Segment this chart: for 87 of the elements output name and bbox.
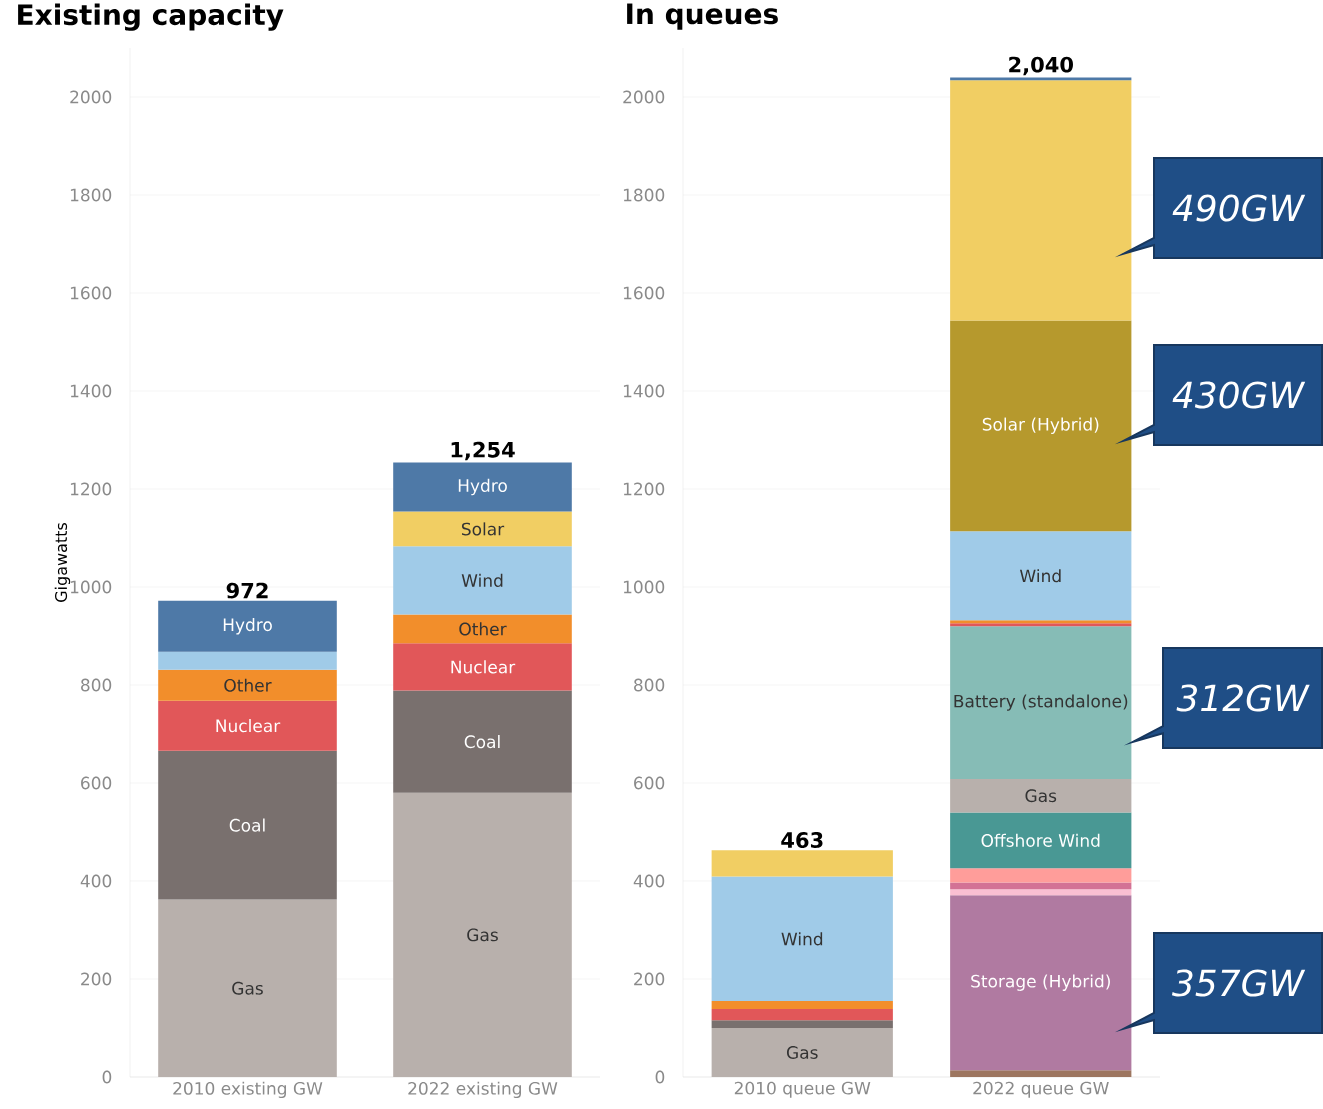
bar [950, 868, 1132, 883]
text: Hydro [223, 617, 272, 635]
bar [950, 812, 1132, 869]
bar [950, 1070, 1132, 1077]
series-label: Coal [464, 735, 500, 749]
series-label: Battery (standalone) [954, 694, 1128, 711]
bar [950, 779, 1132, 813]
text: Gas [232, 981, 263, 995]
y-tick-label: 1600 [623, 286, 665, 300]
series-label: Wind [461, 573, 503, 587]
series-label: Solar (Hybrid) [982, 417, 1099, 435]
bar [950, 80, 1132, 321]
text: Nuclear [216, 719, 281, 733]
series-label: Offshore Wind [981, 833, 1100, 847]
text: Coal [229, 818, 265, 832]
x-tick-label: 2022 queue GW [973, 1081, 1109, 1098]
y-tick-label: 800 [81, 678, 112, 692]
bar [711, 1008, 893, 1021]
y-tick-label: 0 [655, 1070, 665, 1084]
bar [950, 320, 1132, 532]
x-tick-label: 2022 existing GW [408, 1081, 558, 1099]
y-tick-label: 800 [634, 678, 665, 692]
bar [393, 643, 572, 691]
chart-title: Existing capacity [18, 3, 284, 31]
bar [393, 546, 572, 615]
y-tick-label: 1400 [70, 384, 112, 398]
x-tick-label: 2010 queue GW [734, 1081, 871, 1098]
x-tick-label: 2010 existing GW [173, 1081, 323, 1099]
text: 312GW [1176, 684, 1310, 712]
bar [393, 792, 572, 1077]
text: 357GW [1171, 969, 1306, 997]
bar [950, 77, 1132, 81]
bar [393, 462, 572, 512]
y-tick-label: 200 [81, 972, 112, 986]
text: 490GW [1172, 194, 1306, 222]
series-label: Solar [461, 522, 505, 536]
bar [711, 1020, 893, 1028]
y-tick-label: 400 [80, 874, 112, 888]
series-label: Wind [1019, 569, 1061, 583]
text: Other [224, 678, 272, 692]
y-tick-label: 1800 [623, 188, 665, 202]
text: 430GW [1172, 381, 1306, 409]
y-tick-label: 2000 [70, 90, 112, 104]
total-label: 463 [781, 832, 823, 848]
series-label: Nuclear [451, 660, 516, 674]
bar [950, 882, 1132, 890]
bar [158, 899, 337, 1077]
bar [158, 669, 337, 701]
bar [393, 690, 572, 793]
series-label: Gas [1025, 789, 1057, 803]
series-label: Hydro [458, 478, 507, 496]
bar [950, 531, 1132, 621]
bar [158, 600, 337, 652]
bar [711, 1028, 893, 1077]
y-tick-label: 1200 [70, 482, 112, 496]
bar [393, 511, 572, 547]
y-tick-label: 1000 [623, 580, 665, 594]
y-tick-label: 0 [102, 1070, 112, 1084]
y-tick-label: 400 [633, 874, 665, 888]
bar [711, 876, 893, 1002]
y-tick-label: 1200 [623, 482, 665, 496]
chart-title: In queues [627, 3, 778, 30]
series-label: Gas [467, 928, 498, 942]
y-tick-label: 200 [634, 972, 665, 986]
y-tick-label: 1800 [70, 188, 112, 202]
y-tick-label: 1000 [70, 580, 112, 594]
bar [950, 889, 1132, 896]
total-label: 972 [226, 582, 268, 599]
y-tick-label: 1600 [70, 286, 112, 300]
bar [711, 850, 893, 877]
bar [950, 626, 1132, 780]
bar [158, 651, 337, 670]
text: Wind [781, 932, 823, 946]
total-label: 1,254 [451, 441, 515, 461]
y-tick-label: 600 [81, 776, 112, 790]
text: Gas [786, 1046, 818, 1059]
total-label: 2,040 [1009, 56, 1073, 76]
series-label: Storage (Hybrid) [971, 974, 1110, 991]
bar [393, 614, 572, 644]
y-tick-label: 600 [634, 776, 665, 790]
bar [158, 700, 337, 751]
y-axis-title: Gigawatts [54, 522, 71, 602]
y-tick-label: 2000 [623, 90, 665, 104]
series-label: Other [459, 622, 507, 636]
bar [158, 750, 337, 900]
bar [711, 1001, 893, 1009]
y-tick-label: 1400 [623, 384, 665, 398]
